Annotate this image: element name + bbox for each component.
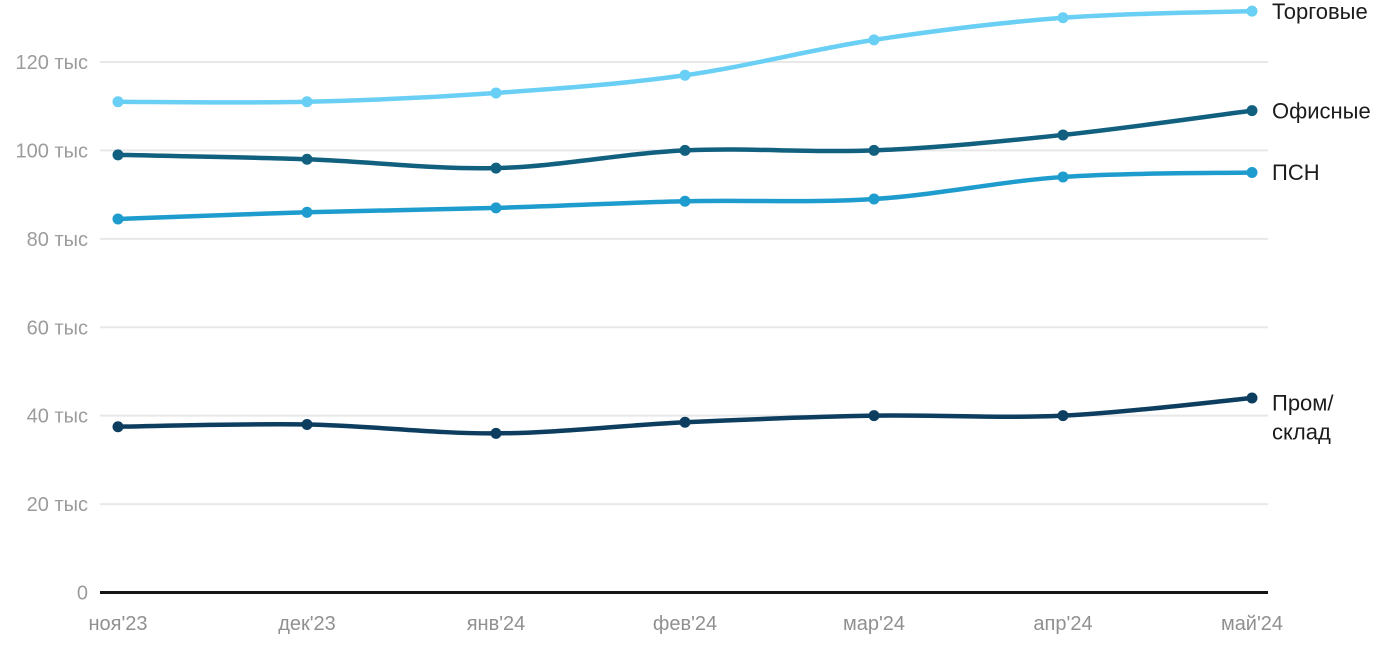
y-tick-label-0: 0 <box>77 583 88 605</box>
data-point-prom-sklad-5[interactable] <box>1057 410 1069 422</box>
series-label-prom-sklad: Пром/склад <box>1272 391 1334 445</box>
x-tick-label-6: май'24 <box>1221 613 1283 635</box>
series-label-line: Пром/ <box>1272 391 1334 416</box>
x-tick-label-0: ноя'23 <box>88 613 147 635</box>
data-point-prom-sklad-2[interactable] <box>490 427 502 439</box>
series-label-ofisnye: Офисные <box>1272 98 1371 123</box>
data-point-torgovye-2[interactable] <box>490 87 502 99</box>
data-point-prom-sklad-0[interactable] <box>112 421 124 433</box>
data-point-torgovye-6[interactable] <box>1246 5 1258 17</box>
data-point-ofisnye-5[interactable] <box>1057 129 1069 141</box>
data-point-psn-3[interactable] <box>679 195 691 207</box>
data-point-psn-0[interactable] <box>112 213 124 225</box>
x-tick-label-3: фев'24 <box>653 613 717 635</box>
x-tick-label-2: янв'24 <box>467 613 526 635</box>
y-tick-label-80: 80 тыс <box>27 229 88 251</box>
series-prom-sklad: Пром/склад <box>112 391 1334 445</box>
x-tick-label-1: дек'23 <box>278 613 336 635</box>
x-axis-tick-labels: ноя'23 дек'23 янв'24 фев'24 мар'24 апр'24 май'… <box>88 613 1283 635</box>
data-point-torgovye-4[interactable] <box>868 34 880 46</box>
data-point-torgovye-0[interactable] <box>112 96 124 108</box>
data-point-psn-4[interactable] <box>868 193 880 205</box>
data-point-ofisnye-4[interactable] <box>868 144 880 156</box>
data-point-ofisnye-0[interactable] <box>112 149 124 161</box>
data-point-ofisnye-1[interactable] <box>301 153 313 165</box>
y-tick-label-20: 20 тыс <box>27 494 88 516</box>
data-point-psn-2[interactable] <box>490 202 502 214</box>
series-label-line: Торговые <box>1272 0 1368 24</box>
y-tick-label-120: 120 тыс <box>16 52 88 74</box>
data-point-torgovye-1[interactable] <box>301 96 313 108</box>
series-label-line: склад <box>1272 420 1331 445</box>
series-line-psn <box>115 170 1255 222</box>
series-line-torgovye <box>115 8 1255 105</box>
data-point-psn-5[interactable] <box>1057 171 1069 183</box>
data-point-prom-sklad-6[interactable] <box>1246 392 1258 404</box>
series-psn: ПСН <box>112 160 1320 225</box>
x-tick-label-4: мар'24 <box>843 613 905 635</box>
data-point-ofisnye-3[interactable] <box>679 144 691 156</box>
series-label-line: ПСН <box>1272 160 1320 185</box>
series-ofisnye: Офисные <box>112 98 1371 174</box>
data-point-prom-sklad-1[interactable] <box>301 419 313 431</box>
y-axis-grid <box>100 61 1268 506</box>
y-tick-label-100: 100 тыс <box>16 140 88 162</box>
data-point-psn-6[interactable] <box>1246 167 1258 179</box>
series-label-torgovye: Торговые <box>1272 0 1368 24</box>
series-line-ofisnye <box>115 108 1255 171</box>
series-torgovye: Торговые <box>112 0 1368 108</box>
x-tick-label-5: апр'24 <box>1033 613 1092 635</box>
y-axis-tick-labels: 0 20 тыс 40 тыс 60 тыс 80 тыс 100 тыс 120 тыс <box>16 52 88 605</box>
y-tick-label-60: 60 тыс <box>27 317 88 339</box>
data-point-torgovye-5[interactable] <box>1057 12 1069 24</box>
series-label-line: Офисные <box>1272 98 1371 123</box>
data-point-prom-sklad-3[interactable] <box>679 416 691 428</box>
data-point-torgovye-3[interactable] <box>679 69 691 81</box>
data-point-psn-1[interactable] <box>301 206 313 218</box>
data-point-ofisnye-2[interactable] <box>490 162 502 174</box>
data-point-prom-sklad-4[interactable] <box>868 410 880 422</box>
data-point-ofisnye-6[interactable] <box>1246 105 1258 117</box>
series-label-psn: ПСН <box>1272 160 1320 185</box>
y-tick-label-40: 40 тыс <box>27 406 88 428</box>
